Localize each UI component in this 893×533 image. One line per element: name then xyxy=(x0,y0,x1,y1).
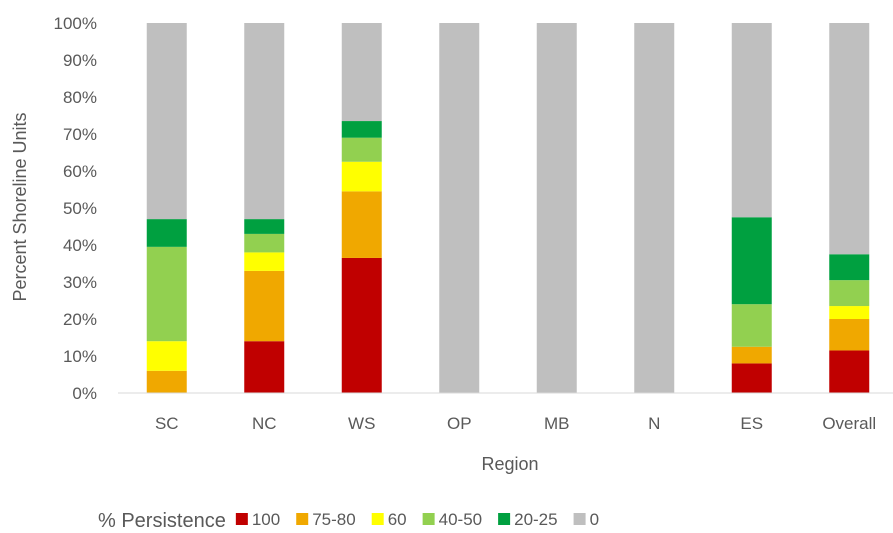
bar-segment xyxy=(341,121,382,138)
bar-segment xyxy=(244,23,285,220)
bar-segment xyxy=(146,370,187,393)
bar-segment xyxy=(146,246,187,342)
bar-segment xyxy=(244,219,285,234)
y-tick-label: 90% xyxy=(63,51,97,70)
x-tick-label: N xyxy=(648,414,660,433)
bar-segment xyxy=(731,217,772,305)
bar-segment xyxy=(341,191,382,258)
bar-segment xyxy=(146,341,187,371)
legend-swatch xyxy=(371,513,384,525)
bar-segment xyxy=(536,23,577,393)
y-tick-label: 80% xyxy=(63,88,97,107)
y-tick-label: 50% xyxy=(63,199,97,218)
legend-entry-label: 0 xyxy=(590,510,599,529)
y-tick-label: 30% xyxy=(63,273,97,292)
legend-swatch xyxy=(422,513,435,525)
legend-swatch xyxy=(296,513,309,525)
bar-segment xyxy=(244,233,285,253)
legend-entry-label: 75-80 xyxy=(312,510,355,529)
bar-segment xyxy=(146,219,187,247)
x-axis-ticks: SC NC WS OP MB N ES Overall xyxy=(155,414,876,433)
bar-segment xyxy=(829,319,870,351)
legend-title: % Persistence xyxy=(98,510,226,532)
bar-segment xyxy=(341,137,382,162)
x-tick-label: WS xyxy=(348,414,375,433)
x-tick-label: Overall xyxy=(822,414,876,433)
bar-segment xyxy=(244,270,285,342)
bar-segment xyxy=(341,161,382,192)
legend: % Persistence 100 75-80 60 40-50 20-25 0 xyxy=(98,510,599,532)
legend-entry-label: 60 xyxy=(388,510,407,529)
bar-segment xyxy=(731,346,772,364)
y-tick-label: 20% xyxy=(63,310,97,329)
legend-entry-label: 40-50 xyxy=(439,510,482,529)
legend-swatch xyxy=(235,513,248,525)
bar-segment xyxy=(731,304,772,347)
bar-segment xyxy=(244,341,285,393)
x-tick-label: NC xyxy=(252,414,277,433)
bar-segment xyxy=(829,254,870,281)
y-axis-ticks: 0% 10% 20% 30% 40% 50% 60% 70% 80% 90% 100% xyxy=(54,14,97,403)
x-tick-label: SC xyxy=(155,414,179,433)
bar-segment xyxy=(439,23,480,393)
bar-segment xyxy=(146,23,187,220)
x-tick-label: MB xyxy=(544,414,570,433)
y-tick-label: 40% xyxy=(63,236,97,255)
legend-entry-label: 20-25 xyxy=(514,510,557,529)
y-tick-label: 70% xyxy=(63,125,97,144)
y-axis-title: Percent Shoreline Units xyxy=(10,112,30,301)
bar-segment xyxy=(341,257,382,393)
y-tick-label: 60% xyxy=(63,162,97,181)
bar-segment xyxy=(829,350,870,393)
bar-segment xyxy=(829,306,870,319)
bar-stack-group xyxy=(146,23,870,393)
legend-swatch xyxy=(573,513,586,525)
bar-segment xyxy=(341,23,382,122)
bar-segment xyxy=(244,252,285,271)
x-axis-title: Region xyxy=(481,454,538,474)
bar-segment xyxy=(829,280,870,307)
bar-segment xyxy=(829,23,870,255)
y-tick-label: 100% xyxy=(54,14,97,33)
y-tick-label: 10% xyxy=(63,347,97,366)
y-tick-label: 0% xyxy=(72,384,97,403)
bar-segment xyxy=(731,23,772,218)
bar-segment xyxy=(634,23,675,393)
x-tick-label: OP xyxy=(447,414,472,433)
bar-segment xyxy=(731,363,772,393)
legend-entry-label: 100 xyxy=(252,510,280,529)
legend-swatch xyxy=(498,513,511,525)
x-tick-label: ES xyxy=(740,414,763,433)
